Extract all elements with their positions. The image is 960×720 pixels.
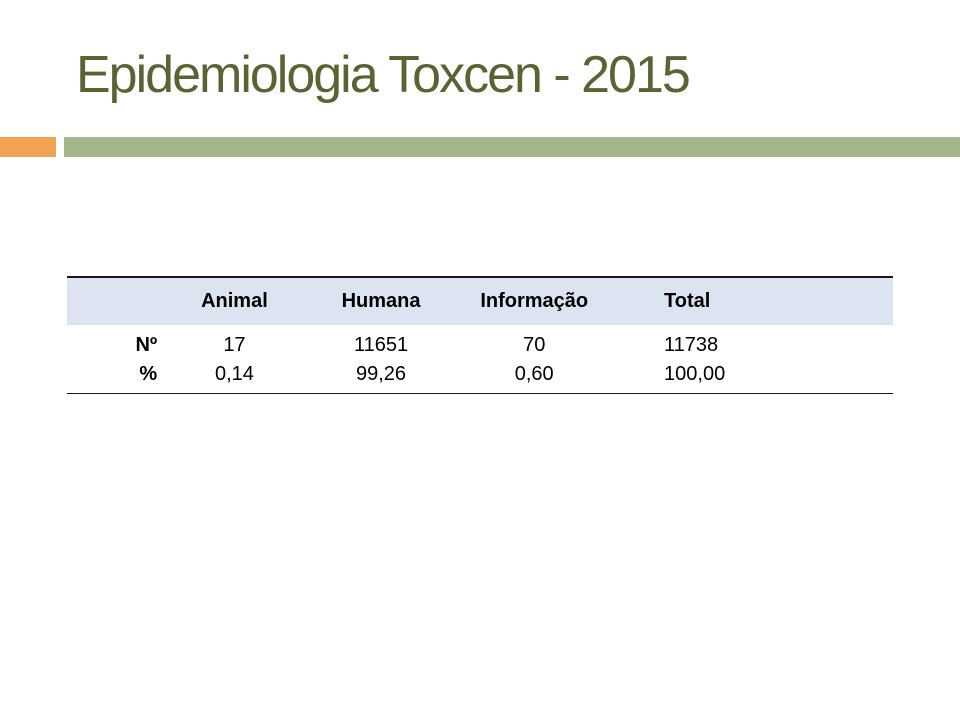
cell-animal: 17 [223, 333, 246, 356]
table-body: Nº 17 11651 70 11738 % 0,14 99,26 0,60 1… [67, 325, 893, 394]
cell-informacao: 70 [523, 333, 546, 356]
table-row-percent: % 0,14 99,26 0,60 100,00 [67, 359, 893, 394]
cell-humana: 11651 [353, 333, 409, 356]
header-cell-total: Total [616, 276, 893, 325]
header-cell-animal: Animal [159, 276, 310, 325]
row-label: Nº [135, 333, 158, 356]
header-row: Animal Humana Informação Total [67, 276, 893, 325]
cell-total: 11738 [664, 333, 719, 356]
title-underline-orange-accent [0, 137, 56, 157]
cell-humana: 99,26 [309, 359, 453, 394]
header-cell-humana: Humana [309, 276, 453, 325]
row-label: % [67, 359, 160, 394]
table-row-count: Nº 17 11651 70 11738 [67, 325, 893, 359]
title-underline-green-bar [64, 137, 960, 157]
header-cell-informacao: Informação [452, 276, 617, 325]
slide-title: Epidemiologia Toxcen - 2015 [76, 46, 691, 104]
cell-animal: 0,14 [159, 359, 310, 394]
table-header: Animal Humana Informação Total [67, 276, 893, 325]
epidemiology-table: Animal Humana Informação Total Nº 17 116… [67, 276, 893, 394]
header-cell-corner [67, 276, 160, 325]
cell-total: 100,00 [616, 359, 893, 394]
cell-informacao: 0,60 [452, 359, 617, 394]
